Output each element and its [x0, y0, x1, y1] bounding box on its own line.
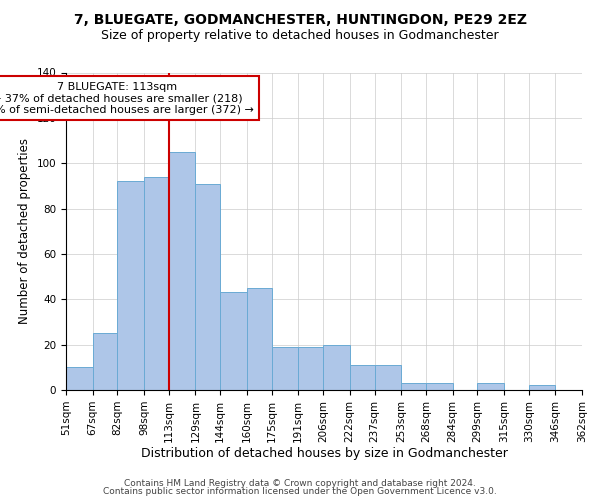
Bar — [529, 386, 556, 390]
Bar — [92, 334, 118, 390]
Bar — [220, 292, 247, 390]
Bar — [144, 177, 169, 390]
Bar — [478, 383, 504, 390]
Text: Contains HM Land Registry data © Crown copyright and database right 2024.: Contains HM Land Registry data © Crown c… — [124, 478, 476, 488]
Bar — [374, 365, 401, 390]
Bar — [350, 365, 374, 390]
Text: Size of property relative to detached houses in Godmanchester: Size of property relative to detached ho… — [101, 29, 499, 42]
Bar — [196, 184, 220, 390]
Text: 7 BLUEGATE: 113sqm
← 37% of detached houses are smaller (218)
63% of semi-detach: 7 BLUEGATE: 113sqm ← 37% of detached hou… — [0, 82, 254, 115]
Text: 7, BLUEGATE, GODMANCHESTER, HUNTINGDON, PE29 2EZ: 7, BLUEGATE, GODMANCHESTER, HUNTINGDON, … — [74, 12, 527, 26]
Bar — [247, 288, 272, 390]
Y-axis label: Number of detached properties: Number of detached properties — [18, 138, 31, 324]
Bar — [426, 383, 452, 390]
Bar — [272, 347, 298, 390]
Text: Contains public sector information licensed under the Open Government Licence v3: Contains public sector information licen… — [103, 487, 497, 496]
Bar — [323, 344, 350, 390]
Bar — [401, 383, 426, 390]
X-axis label: Distribution of detached houses by size in Godmanchester: Distribution of detached houses by size … — [140, 448, 508, 460]
Bar — [169, 152, 196, 390]
Bar — [298, 347, 323, 390]
Bar — [118, 182, 144, 390]
Bar — [66, 368, 92, 390]
